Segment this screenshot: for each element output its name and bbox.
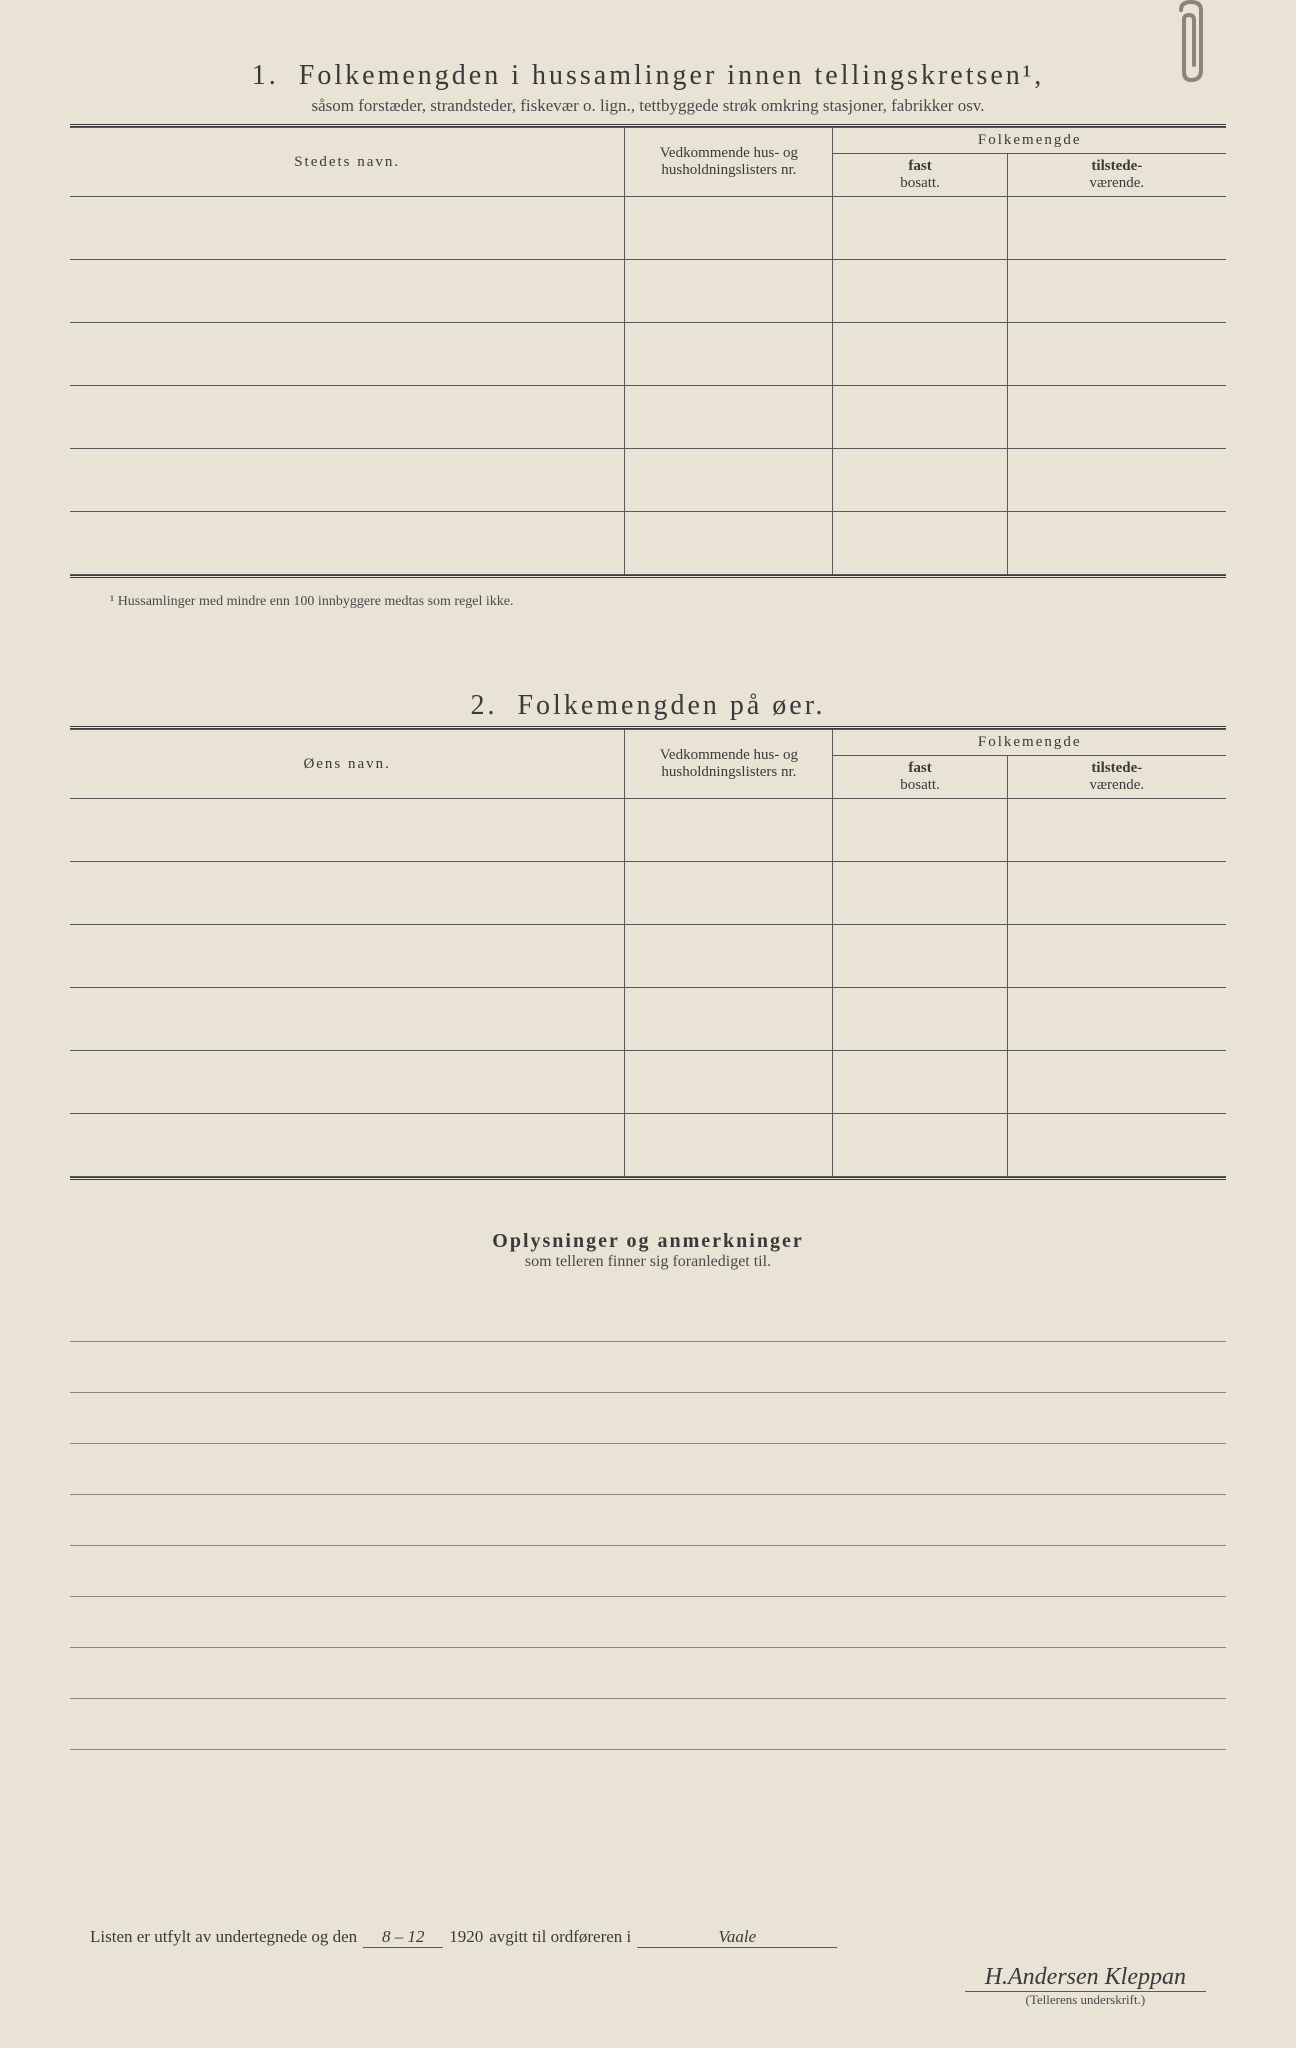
- footer-date: 8 – 12: [363, 1927, 443, 1948]
- col-header-tilstede: tilstede-værende.: [1007, 756, 1226, 799]
- footer-text2: avgitt til ordføreren i: [489, 1927, 631, 1947]
- ruled-line: [70, 1444, 1226, 1495]
- table-row: [70, 386, 1226, 449]
- col-header-fast: fastbosatt.: [833, 756, 1007, 799]
- section1-subtitle: såsom forstæder, strandsteder, fiskevær …: [70, 96, 1226, 116]
- table-row: [70, 799, 1226, 862]
- footer-place: Vaale: [637, 1927, 837, 1948]
- section2: 2. Folkemengden på øer. Øens navn. Vedko…: [70, 690, 1226, 1180]
- section2-table: Øens navn. Vedkommende hus- og husholdni…: [70, 729, 1226, 1177]
- signature-label: (Tellerens underskrift.): [965, 1992, 1206, 2008]
- table-row: [70, 260, 1226, 323]
- remarks-title: Oplysninger og anmerkninger: [70, 1230, 1226, 1253]
- col-header-name: Stedets navn.: [70, 128, 625, 197]
- col-header-tilstede: tilstede-værende.: [1007, 154, 1226, 197]
- table-row: [70, 323, 1226, 386]
- ruled-line: [70, 1291, 1226, 1342]
- table-row: [70, 988, 1226, 1051]
- section1-footnote: ¹ Hussamlinger med mindre enn 100 innbyg…: [110, 594, 1226, 610]
- table-row: [70, 449, 1226, 512]
- ruled-line: [70, 1495, 1226, 1546]
- table-row: [70, 862, 1226, 925]
- table-row: [70, 1051, 1226, 1114]
- section1-title: 1. Folkemengden i hussamlinger innen tel…: [70, 60, 1226, 92]
- ruled-line: [70, 1648, 1226, 1699]
- table-row: [70, 925, 1226, 988]
- section1-table-wrap: Stedets navn. Vedkommende hus- og hushol…: [70, 124, 1226, 578]
- ruled-line: [70, 1546, 1226, 1597]
- ruled-line: [70, 1699, 1226, 1750]
- col-header-name: Øens navn.: [70, 730, 625, 799]
- footer-text1: Listen er utfylt av undertegnede og den: [90, 1927, 357, 1947]
- col-header-hus: Vedkommende hus- og husholdningslisters …: [625, 128, 833, 197]
- ruled-line: [70, 1597, 1226, 1648]
- col-header-hus: Vedkommende hus- og husholdningslisters …: [625, 730, 833, 799]
- footer: Listen er utfylt av undertegnede og den …: [90, 1927, 1206, 1948]
- signature: H.Andersen Kleppan: [965, 1964, 1206, 1992]
- section2-title: 2. Folkemengden på øer.: [70, 690, 1226, 722]
- section2-table-wrap: Øens navn. Vedkommende hus- og husholdni…: [70, 726, 1226, 1180]
- table-row: [70, 197, 1226, 260]
- table-row: [70, 1114, 1226, 1177]
- section1-table: Stedets navn. Vedkommende hus- og hushol…: [70, 127, 1226, 575]
- paperclip-icon: [1166, 0, 1216, 100]
- remarks-subtitle: som telleren finner sig foranlediget til…: [70, 1253, 1226, 1271]
- footer-year: 1920: [449, 1927, 483, 1947]
- ruled-line: [70, 1342, 1226, 1393]
- ruled-line: [70, 1393, 1226, 1444]
- document-page: 1. Folkemengden i hussamlinger innen tel…: [0, 0, 1296, 2048]
- col-header-folk: Folkemengde: [833, 730, 1226, 756]
- col-header-fast: fastbosatt.: [833, 154, 1007, 197]
- remarks-lines: [70, 1291, 1226, 1750]
- table-row: [70, 512, 1226, 575]
- signature-block: H.Andersen Kleppan (Tellerens underskrif…: [965, 1964, 1206, 2008]
- col-header-folk: Folkemengde: [833, 128, 1226, 154]
